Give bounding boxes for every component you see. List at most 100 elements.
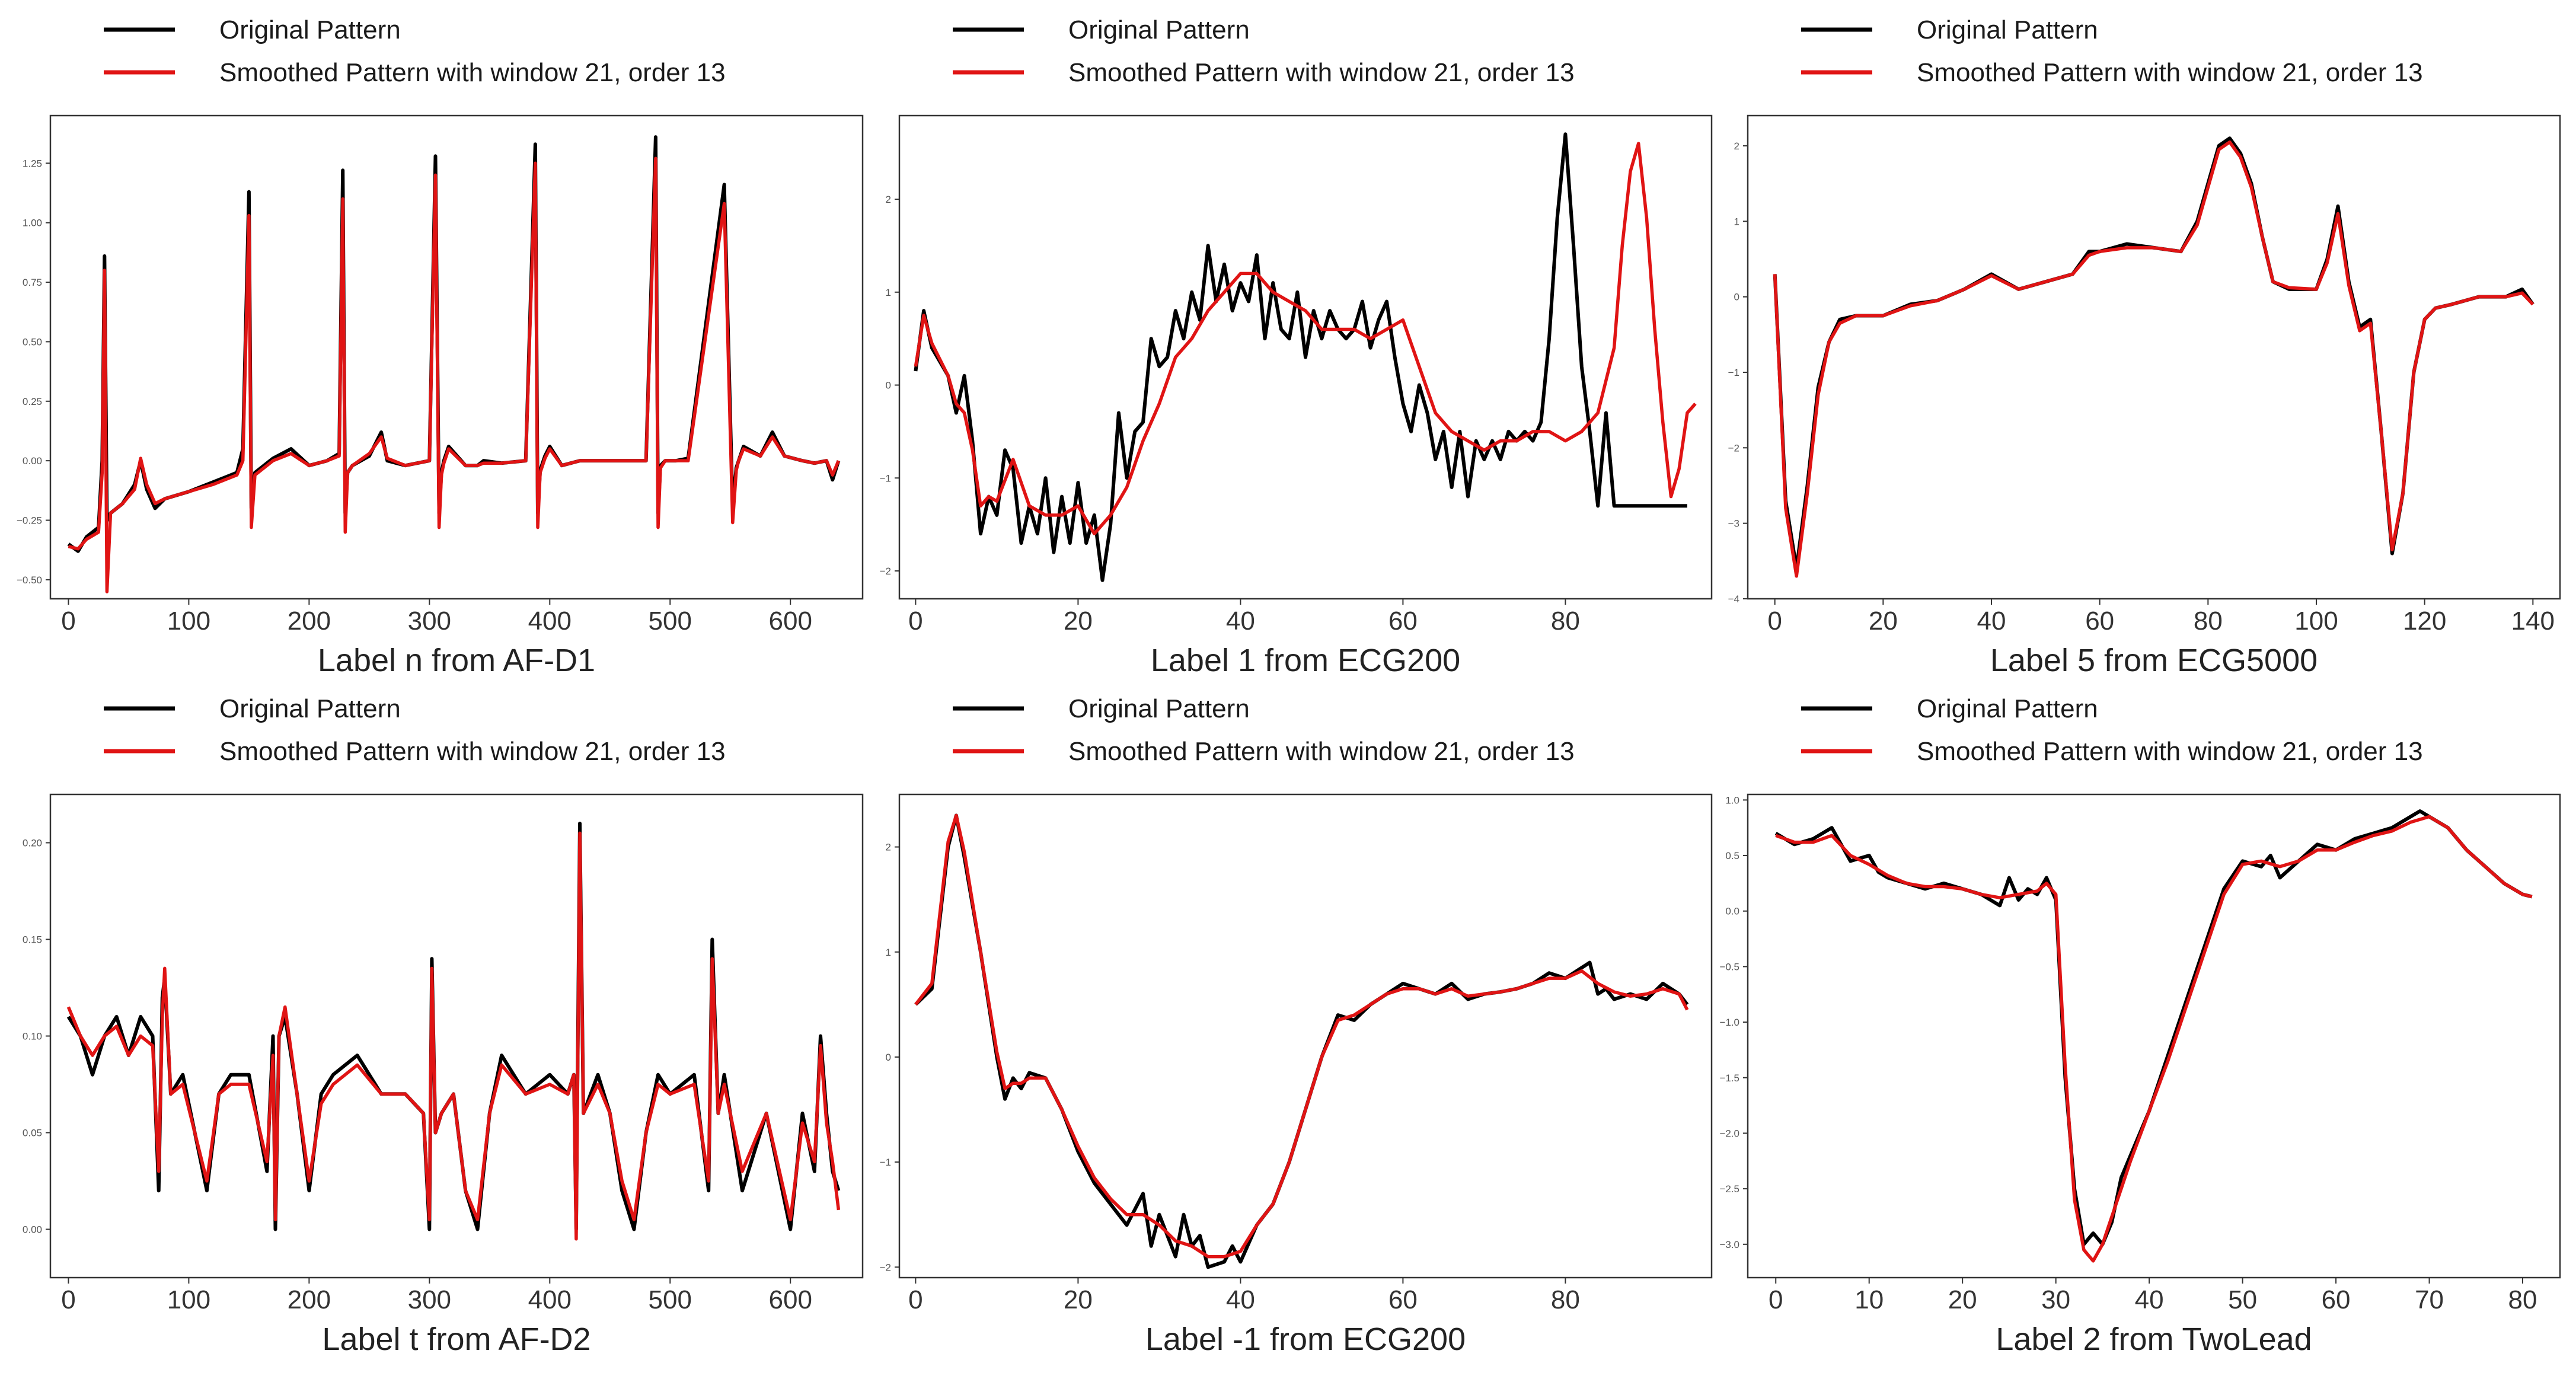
y-tick-label: −0.50 xyxy=(17,574,42,586)
y-tick-label: 0.10 xyxy=(23,1031,42,1042)
plot-frame xyxy=(898,793,1713,1279)
x-tick-label: 400 xyxy=(528,1285,572,1314)
x-tick-label: 0 xyxy=(1767,606,1782,636)
y-tick-label: −0.5 xyxy=(1719,961,1739,972)
plot-frame xyxy=(1747,793,2561,1279)
chart-panel-6: Original Pattern Smoothed Pattern with wi… xyxy=(1719,694,2561,1357)
y-tick-label: 2 xyxy=(1734,141,1739,152)
series-line-smoothed xyxy=(1775,815,2533,1263)
legend-label-original: Original Pattern xyxy=(219,694,401,723)
x-tick-label: 20 xyxy=(1869,606,1898,636)
y-tick-label: −2 xyxy=(880,566,891,577)
legend-label-original: Original Pattern xyxy=(1917,15,2098,44)
x-tick-label: 600 xyxy=(769,606,812,636)
x-tick-label: 20 xyxy=(1948,1285,1977,1314)
x-tick-label: 200 xyxy=(288,606,331,636)
x-tick-label: 500 xyxy=(649,606,692,636)
panel-title: Label n from AF-D1 xyxy=(318,643,595,678)
y-tick-label: 0.20 xyxy=(23,838,42,849)
x-tick-label: 300 xyxy=(408,606,451,636)
x-tick-label: 600 xyxy=(769,1285,812,1314)
y-tick-label: −2.0 xyxy=(1719,1128,1739,1139)
series-line-original xyxy=(66,821,841,1231)
plot-frame xyxy=(49,114,864,600)
series-line-smoothed xyxy=(914,142,1697,536)
x-tick-label: 0 xyxy=(908,1285,922,1314)
x-tick-label: 70 xyxy=(2415,1285,2444,1314)
y-tick-label: 0.75 xyxy=(23,277,42,288)
x-tick-label: 0 xyxy=(908,606,922,636)
x-tick-label: 50 xyxy=(2228,1285,2257,1314)
series-line-original xyxy=(914,813,1689,1269)
y-tick-label: −1 xyxy=(1728,367,1739,378)
x-tick-label: 140 xyxy=(2511,606,2555,636)
y-tick-label: 0.25 xyxy=(23,396,42,407)
legend-label-smoothed: Smoothed Pattern with window 21, order 1… xyxy=(1917,58,2423,87)
y-tick-label: −2 xyxy=(1728,442,1739,454)
x-tick-label: 60 xyxy=(1388,606,1418,636)
plot-frame xyxy=(49,793,864,1279)
y-tick-label: 0.00 xyxy=(23,1224,42,1236)
legend-label-original: Original Pattern xyxy=(1917,694,2098,723)
y-tick-label: −2 xyxy=(880,1262,891,1273)
y-tick-label: 1.0 xyxy=(1725,794,1739,806)
series-line-original xyxy=(914,132,1687,582)
legend-label-smoothed: Smoothed Pattern with window 21, order 1… xyxy=(219,737,726,766)
x-tick-label: 40 xyxy=(1977,606,2006,636)
x-tick-label: 300 xyxy=(408,1285,451,1314)
series-line-original xyxy=(67,135,841,553)
series-line-smoothed xyxy=(66,831,841,1241)
x-tick-label: 40 xyxy=(1226,1285,1255,1314)
y-tick-label: 0 xyxy=(886,1052,891,1063)
panel-title: Label 1 from ECG200 xyxy=(1151,643,1460,678)
x-tick-label: 80 xyxy=(1551,1285,1580,1314)
x-tick-label: 40 xyxy=(1226,606,1255,636)
x-tick-label: 0 xyxy=(61,1285,75,1314)
x-tick-label: 500 xyxy=(649,1285,692,1314)
x-tick-label: 80 xyxy=(1551,606,1580,636)
legend-label-smoothed: Smoothed Pattern with window 21, order 1… xyxy=(1917,737,2423,766)
chart-panel-5: Original Pattern Smoothed Pattern with wi… xyxy=(880,694,1713,1357)
x-tick-label: 0 xyxy=(61,606,75,636)
series-line-smoothed xyxy=(914,813,1689,1259)
x-tick-label: 60 xyxy=(2085,606,2114,636)
panel-title: Label t from AF-D2 xyxy=(322,1321,590,1357)
y-tick-label: 1.25 xyxy=(23,158,42,169)
y-tick-label: 0 xyxy=(1734,292,1739,303)
y-tick-label: −2.5 xyxy=(1719,1183,1739,1195)
chart-panel-2: Original Pattern Smoothed Pattern with wi… xyxy=(880,15,1713,678)
y-tick-label: −1.0 xyxy=(1719,1017,1739,1028)
y-tick-label: 0 xyxy=(886,380,891,391)
x-tick-label: 400 xyxy=(528,606,572,636)
y-tick-label: −1 xyxy=(880,473,891,484)
y-tick-label: 0.50 xyxy=(23,336,42,347)
chart-panel-3: Original Pattern Smoothed Pattern with wi… xyxy=(1728,15,2561,678)
series-line-smoothed xyxy=(68,157,840,593)
legend-label-smoothed: Smoothed Pattern with window 21, order 1… xyxy=(1068,58,1575,87)
x-tick-label: 40 xyxy=(2135,1285,2164,1314)
x-tick-label: 80 xyxy=(2508,1285,2537,1314)
plot-frame xyxy=(898,114,1713,600)
x-tick-label: 60 xyxy=(1388,1285,1418,1314)
plot-frame xyxy=(1747,114,2561,600)
chart-panel-4: Original Pattern Smoothed Pattern with wi… xyxy=(23,694,864,1357)
y-tick-label: 2 xyxy=(886,194,891,205)
x-tick-label: 100 xyxy=(2294,606,2338,636)
legend-label-smoothed: Smoothed Pattern with window 21, order 1… xyxy=(1068,737,1575,766)
y-tick-label: −1.5 xyxy=(1719,1072,1739,1084)
y-tick-label: 1 xyxy=(1734,216,1739,227)
x-tick-label: 200 xyxy=(288,1285,331,1314)
x-tick-label: 20 xyxy=(1064,606,1093,636)
y-tick-label: 0.15 xyxy=(23,934,42,946)
chart-panel-1: Original Pattern Smoothed Pattern with wi… xyxy=(17,15,864,678)
series-line-smoothed xyxy=(1773,140,2534,578)
legend-label-original: Original Pattern xyxy=(1068,694,1250,723)
y-tick-label: 0.0 xyxy=(1725,906,1739,917)
panel-title: Label 5 from ECG5000 xyxy=(1990,643,2318,678)
x-tick-label: 100 xyxy=(167,606,210,636)
legend-label-original: Original Pattern xyxy=(219,15,401,44)
y-tick-label: −3.0 xyxy=(1719,1239,1739,1250)
panel-title: Label -1 from ECG200 xyxy=(1145,1321,1466,1357)
y-tick-label: −3 xyxy=(1728,518,1739,529)
